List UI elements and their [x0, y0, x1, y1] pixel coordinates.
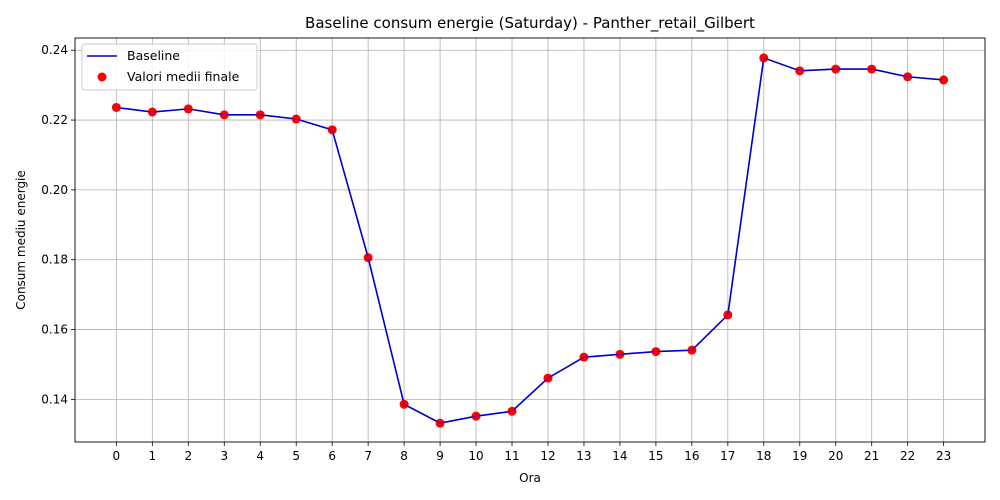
x-tick-label: 19	[792, 449, 807, 463]
series-line-overlay	[116, 57, 944, 424]
x-tick-label: 0	[113, 449, 121, 463]
x-tick-label: 13	[576, 449, 591, 463]
x-tick-label: 10	[468, 449, 483, 463]
x-tick-label: 2	[184, 449, 192, 463]
legend-entry-baseline: Baseline	[127, 48, 180, 63]
y-tick-label: 0.22	[41, 113, 68, 127]
x-tick-label: 14	[612, 449, 627, 463]
x-tick-label: 23	[936, 449, 951, 463]
x-tick-label: 6	[328, 449, 336, 463]
y-tick-label: 0.18	[41, 253, 68, 267]
x-tick-label: 22	[900, 449, 915, 463]
y-tick-label: 0.24	[41, 43, 68, 57]
series-layer	[111, 53, 949, 428]
legend-entry-valori-medii: Valori medii finale	[127, 69, 240, 84]
legend: Baseline Valori medii finale	[81, 43, 258, 91]
x-tick-label: 21	[864, 449, 879, 463]
chart-title: Baseline consum energie (Saturday) - Pan…	[305, 14, 755, 33]
x-tick-label: 16	[684, 449, 699, 463]
x-tick-label: 12	[540, 449, 555, 463]
x-tick-label: 1	[149, 449, 157, 463]
x-tick-label: 18	[756, 449, 771, 463]
x-tick-label: 17	[720, 449, 735, 463]
y-tick-label: 0.16	[41, 323, 68, 337]
plot-frame	[74, 37, 986, 443]
x-tick-label: 5	[292, 449, 300, 463]
legend-marker-swatch	[97, 72, 107, 82]
y-axis-label: Consum mediu energie	[14, 170, 28, 310]
x-tick-label: 8	[400, 449, 408, 463]
x-tick-label: 20	[828, 449, 843, 463]
x-tick-label: 3	[220, 449, 228, 463]
x-tick-label: 7	[364, 449, 372, 463]
x-tick-label: 4	[256, 449, 264, 463]
axis-ticks: 0 1 2 3 4 5 6 7 8 9 10 11 12 13 14 15 16 17 18 19 20 21 22 230.…	[41, 43, 951, 463]
x-tick-label: 15	[648, 449, 663, 463]
x-tick-label: 11	[504, 449, 519, 463]
y-tick-label: 0.14	[41, 392, 68, 406]
x-tick-label: 9	[436, 449, 444, 463]
y-tick-label: 0.20	[41, 183, 68, 197]
x-axis-label: Ora	[519, 471, 541, 485]
legend-box	[81, 43, 258, 91]
